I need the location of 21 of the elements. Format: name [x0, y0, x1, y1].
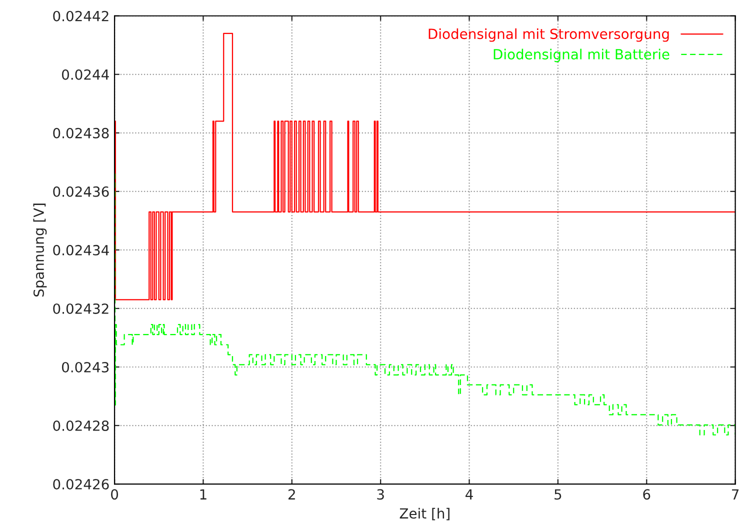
y-tick-label: 0.02438 — [53, 128, 109, 138]
y-tick-label: 0.02436 — [53, 186, 109, 197]
x-tick-label: 3 — [377, 489, 384, 500]
legend-label: Diodensignal mit Batterie — [494, 48, 670, 62]
x-axis-title: Zeit [h] — [400, 508, 450, 520]
x-tick-label: 6 — [643, 489, 650, 500]
y-tick-label: 0.0244 — [62, 69, 109, 80]
y-tick-label: 0.02426 — [53, 479, 109, 490]
x-tick-label: 4 — [466, 489, 473, 500]
y-tick-label: 0.02428 — [53, 420, 109, 431]
x-tick-label: 2 — [288, 489, 295, 500]
y-tick-label: 0.02432 — [53, 303, 108, 314]
x-tick-label: 5 — [554, 489, 562, 500]
y-tick-label: 0.0243 — [62, 362, 109, 372]
x-tick-label: 1 — [200, 489, 206, 500]
y-axis-title: Spannung [V] — [33, 204, 47, 296]
legend-label: Diodensignal mit Stromversorgung — [428, 28, 669, 42]
y-tick-label: 0.02442 — [53, 10, 108, 22]
y-tick-label: 0.02434 — [53, 244, 109, 256]
x-tick-label: 7 — [732, 489, 739, 500]
x-tick-label: 0 — [111, 489, 118, 500]
